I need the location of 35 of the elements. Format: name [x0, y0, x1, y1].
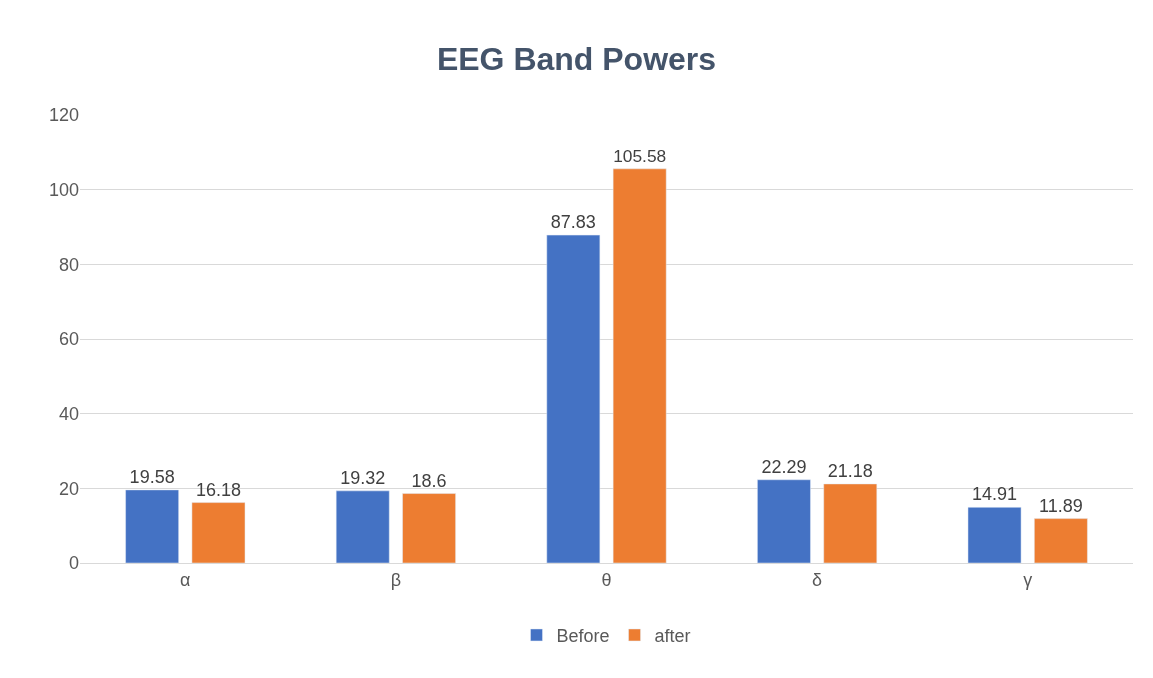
data-label: 14.91 [972, 484, 1018, 505]
bar [125, 489, 179, 563]
x-tick-label: γ [1023, 569, 1033, 590]
y-tick-label: 40 [58, 403, 79, 424]
data-label: 19.58 [129, 466, 175, 487]
y-tick-label: 120 [48, 105, 79, 126]
data-label: 21.18 [827, 460, 873, 481]
chart-title: EEG Band Powers [436, 40, 717, 77]
bar [612, 168, 667, 563]
data-label: 19.32 [340, 467, 386, 488]
bar [191, 502, 246, 563]
bar [757, 479, 811, 563]
y-tick-label: 80 [58, 254, 79, 275]
x-tick-label: β [390, 569, 402, 590]
bar [823, 483, 878, 563]
bar [967, 507, 1022, 563]
data-label: 16.18 [195, 479, 241, 500]
data-label: 87.83 [550, 212, 596, 233]
x-tick-label: θ [601, 569, 612, 590]
legend-label: Before [556, 625, 610, 646]
bar [1034, 518, 1088, 563]
bar [335, 490, 390, 563]
data-label: 105.58 [613, 145, 667, 166]
data-label: 22.29 [761, 456, 807, 477]
data-label: 18.6 [411, 470, 447, 491]
y-tick-label: 20 [58, 478, 79, 499]
y-tick-label: 60 [58, 329, 79, 350]
legend-label: after [654, 625, 691, 646]
bar [546, 234, 601, 563]
bar [402, 493, 456, 563]
x-tick-label: δ [812, 569, 823, 590]
y-tick-label: 0 [68, 553, 79, 574]
y-tick-label: 100 [48, 179, 79, 200]
data-label: 11.89 [1039, 495, 1083, 516]
x-tick-label: α [180, 569, 191, 590]
